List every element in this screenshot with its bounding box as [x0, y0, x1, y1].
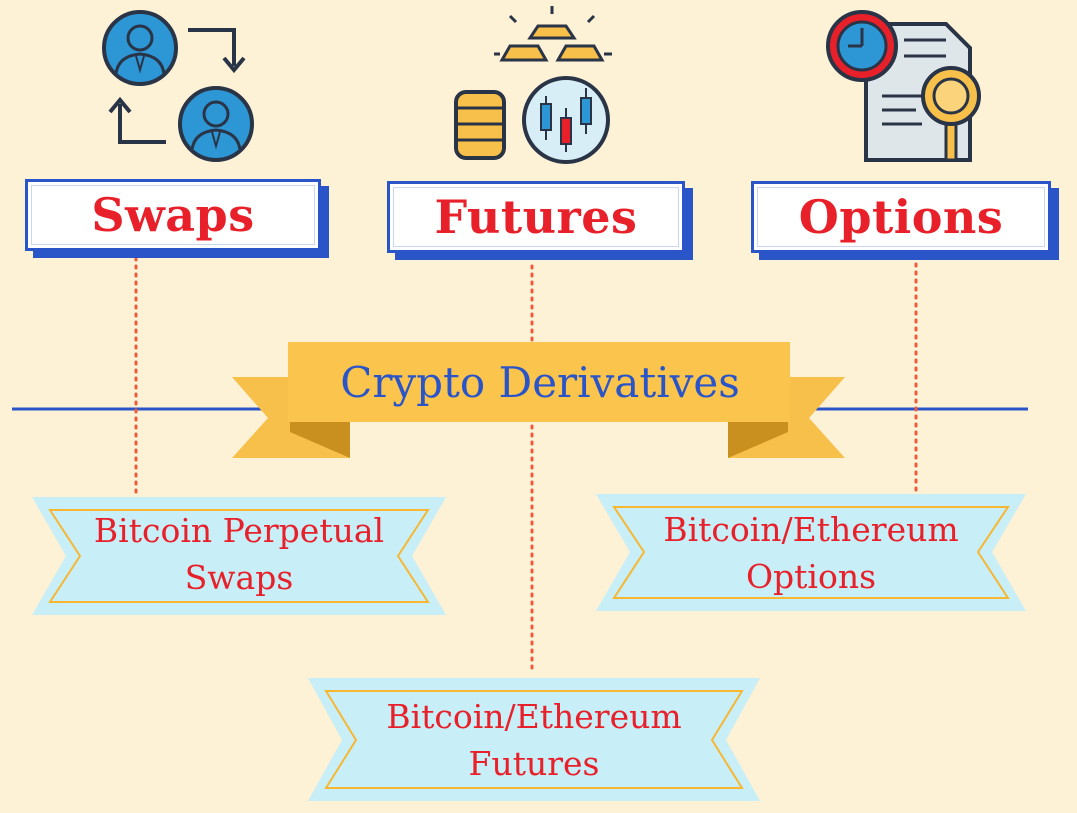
swap-users-icon	[102, 10, 254, 162]
product-options-line1: Bitcoin/Ethereum	[663, 510, 959, 549]
category-futures: Futures	[387, 181, 685, 253]
gold-coins-candlestick-icon	[454, 6, 612, 164]
product-options: Bitcoin/Ethereum Options	[630, 506, 992, 600]
banner-options	[596, 494, 1026, 611]
clock-document-magnifier-icon	[826, 10, 981, 162]
product-futures: Bitcoin/Ethereum Futures	[342, 693, 726, 787]
banner-futures	[308, 678, 760, 801]
banner-swaps	[32, 497, 446, 615]
category-label-swaps: Swaps	[91, 188, 255, 242]
category-options: Options	[751, 181, 1051, 253]
product-futures-line2: Futures	[468, 744, 600, 783]
product-swaps-line1: Bitcoin Perpetual	[93, 511, 385, 550]
category-label-futures: Futures	[434, 190, 638, 244]
diagram-title: Crypto Derivatives	[340, 357, 740, 407]
category-label-options: Options	[798, 190, 1004, 244]
product-swaps-line2: Swaps	[184, 558, 294, 597]
category-swaps: Swaps	[25, 179, 321, 251]
product-futures-line1: Bitcoin/Ethereum	[386, 697, 682, 736]
ribbon-graphic	[232, 342, 845, 458]
product-options-line2: Options	[745, 557, 877, 596]
product-swaps: Bitcoin Perpetual Swaps	[66, 507, 412, 601]
